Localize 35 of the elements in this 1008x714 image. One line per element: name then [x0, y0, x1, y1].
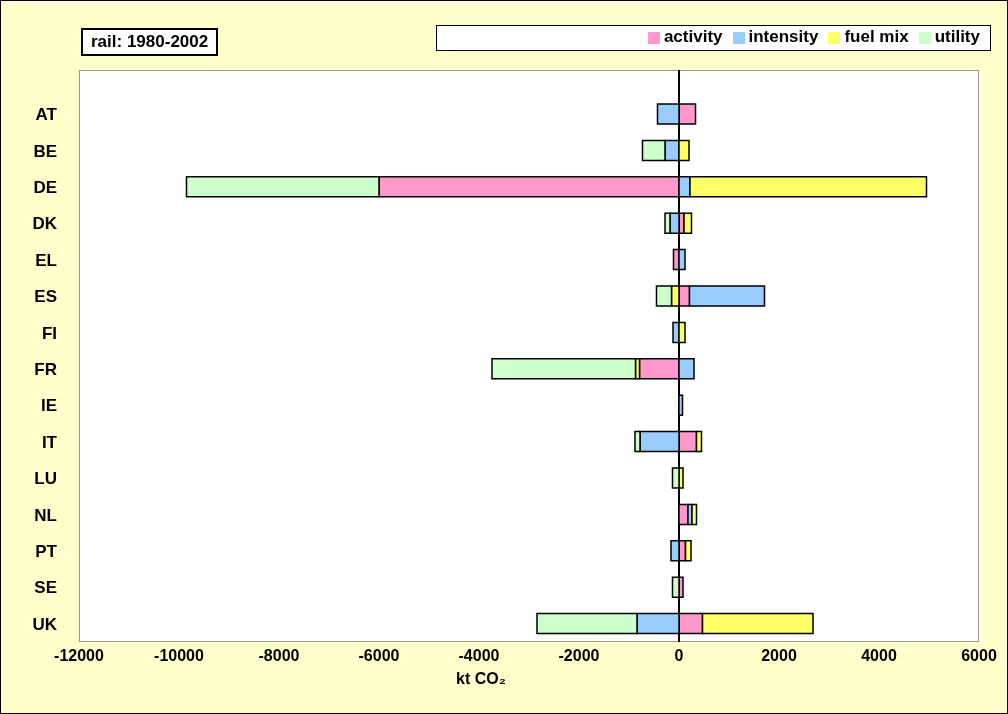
y-tick-label: LU: [34, 469, 57, 489]
x-tick-label: -8000: [258, 647, 300, 665]
y-tick-label: DK: [32, 214, 58, 234]
y-tick-label: AT: [35, 105, 58, 125]
x-tick-label: -12000: [54, 647, 105, 665]
text: rail: 1980-2002: [81, 28, 219, 56]
y-tick-label: IE: [40, 396, 57, 416]
y-tick-label: FI: [41, 323, 57, 343]
y-tick-label: SE: [34, 578, 57, 598]
x-axis-title: kt CO₂: [456, 670, 506, 687]
y-tick-label: DE: [33, 178, 57, 198]
legend-label: fuel mix: [844, 27, 909, 46]
y-tick-label: UK: [32, 614, 58, 634]
x-tick-label: 6000: [961, 647, 997, 665]
x-tick-label: -2000: [558, 647, 600, 665]
bar: [683, 212, 693, 234]
bar: [691, 503, 698, 526]
y-tick-label: EL: [35, 250, 57, 270]
legend-label: intensity: [748, 27, 819, 46]
x-tick-label: -4000: [458, 647, 500, 665]
y-tick-label: IT: [41, 432, 58, 452]
x-tick-label: 0: [674, 647, 684, 665]
y-tick-label: NL: [34, 505, 57, 525]
x-tick-label: -6000: [358, 647, 400, 665]
legend-label: activity: [663, 27, 723, 46]
x-tick-label: 4000: [861, 647, 897, 665]
x-tick-label: 2000: [761, 647, 797, 665]
y-tick-label: ES: [34, 287, 57, 307]
y-tick-label: BE: [33, 141, 57, 161]
legend-label: utility: [934, 27, 980, 46]
y-tick-label: FR: [34, 360, 57, 380]
bar: [684, 540, 692, 562]
x-tick-label: -10000: [154, 647, 205, 665]
bar: [491, 358, 637, 380]
y-tick-label: PT: [35, 542, 58, 562]
